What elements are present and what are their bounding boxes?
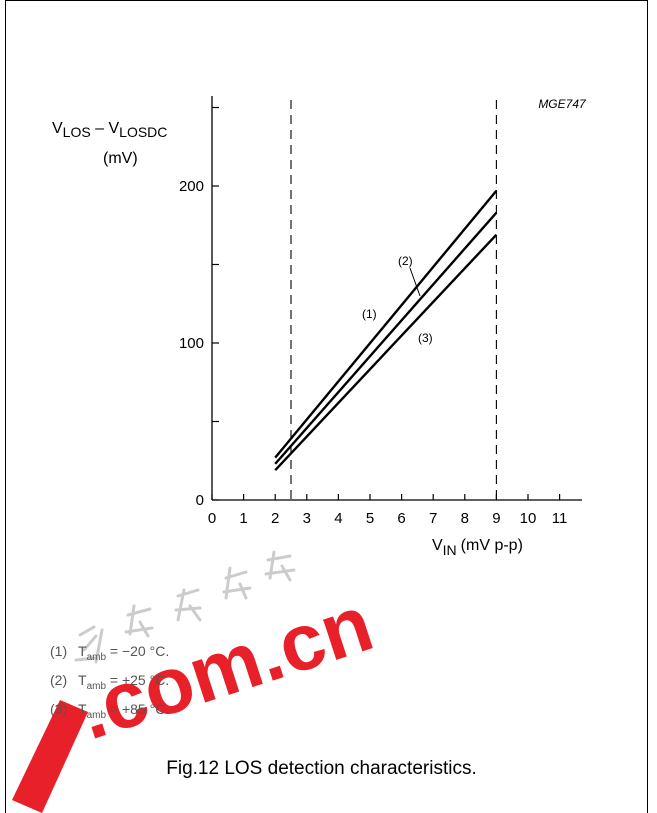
x-tick-label: 10 [520, 510, 537, 527]
y-tick-label: 100 [179, 335, 204, 352]
x-tick-label: 5 [366, 510, 374, 527]
legend-item-1: (1) Tamb = −20 °C. [50, 643, 170, 663]
x-tick-label: 8 [461, 510, 469, 527]
y-axis-unit: (mV) [103, 150, 138, 167]
x-tick-label: 2 [271, 510, 279, 527]
x-tick-label: 4 [334, 510, 342, 527]
x-tick-label: 1 [239, 510, 247, 527]
y-tick-label: 200 [179, 178, 204, 195]
x-tick-label: 9 [492, 510, 500, 527]
x-tick-label: 7 [429, 510, 437, 527]
x-tick-label: 0 [208, 510, 216, 527]
series-line-1 [274, 189, 498, 459]
x-tick-label: 3 [303, 510, 311, 527]
curve-label-2: (2) [398, 254, 413, 268]
legend: (1) Tamb = −20 °C. (2) Tamb = +25 °C. (3) T… [50, 640, 169, 726]
figure-caption: Fig.12 LOS detection characteristics. [166, 758, 477, 779]
figure-frame [5, 0, 648, 813]
series-group [274, 189, 498, 471]
x-ticks: 0 1 2 3 4 5 6 7 8 9 10 11 [208, 494, 568, 527]
legend-item-3: (3) Tamb = +85 °C. [50, 700, 170, 721]
x-tick-label: 6 [397, 510, 405, 527]
curve-label-1: (1) [362, 307, 377, 321]
y-tick-label: 0 [196, 492, 204, 509]
curve-label-3: (3) [418, 331, 433, 345]
x-axis-label: VIN (mV p-p) [432, 537, 523, 558]
series-line-3 [274, 233, 498, 471]
y-axis-label: VLOS – VLOSDC [52, 120, 167, 140]
figure-code: MGE747 [538, 97, 587, 111]
curve-2-leader [409, 267, 421, 297]
series-line-2 [274, 211, 498, 465]
reference-lines [290, 100, 497, 500]
x-tick-label: 11 [552, 510, 568, 527]
legend-item-2: (2) Tamb = +25 °C. [50, 671, 170, 692]
y-ticks: 0 100 200 [179, 106, 219, 509]
